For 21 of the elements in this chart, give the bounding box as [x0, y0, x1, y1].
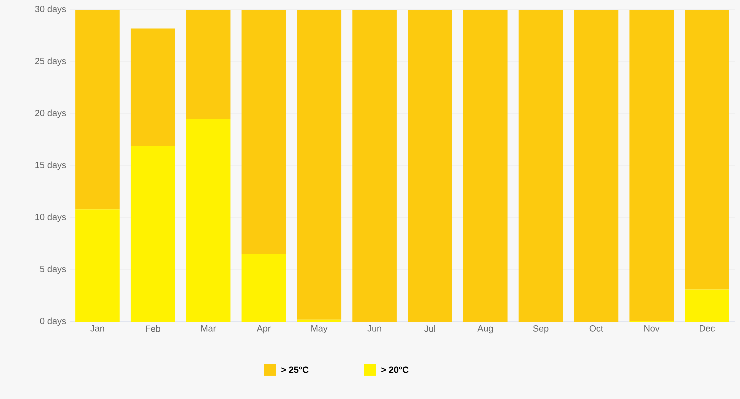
x-tick-label: Apr	[256, 326, 271, 334]
x-tick-label: Sep	[533, 326, 549, 334]
y-tick-label: 10 days	[36, 214, 66, 222]
x-tick-label: Mar	[202, 326, 216, 332]
x-tick-label: Nov	[644, 326, 660, 332]
x-tick-label: Jul	[424, 326, 436, 332]
y-tick-label: 25 days	[35, 58, 66, 66]
x-tick-label: Feb	[146, 326, 161, 332]
x-tick-label: Oct	[590, 326, 604, 332]
y-tick-label: 20 days	[35, 110, 66, 118]
x-tick-label: Jun	[368, 326, 382, 332]
x-tick-label: Dec	[700, 326, 716, 332]
y-tick-label: 0 days	[40, 318, 66, 326]
y-tick-label: 30 days	[35, 6, 66, 14]
x-tick-label: Jan	[90, 326, 104, 332]
y-tick-label: 5 days	[40, 266, 66, 274]
x-tick-label: May	[312, 326, 328, 334]
x-tick-label: Aug	[478, 326, 494, 334]
legend-label: > 20°C	[382, 366, 409, 374]
legend-label: > 25°C	[282, 366, 309, 374]
y-tick-label: 15 days	[36, 162, 66, 170]
